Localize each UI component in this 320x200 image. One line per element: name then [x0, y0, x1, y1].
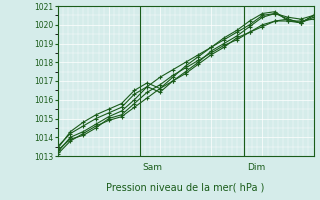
Text: Sam: Sam	[142, 163, 162, 172]
Text: Pression niveau de la mer( hPa ): Pression niveau de la mer( hPa )	[107, 183, 265, 193]
Text: Dim: Dim	[247, 163, 265, 172]
